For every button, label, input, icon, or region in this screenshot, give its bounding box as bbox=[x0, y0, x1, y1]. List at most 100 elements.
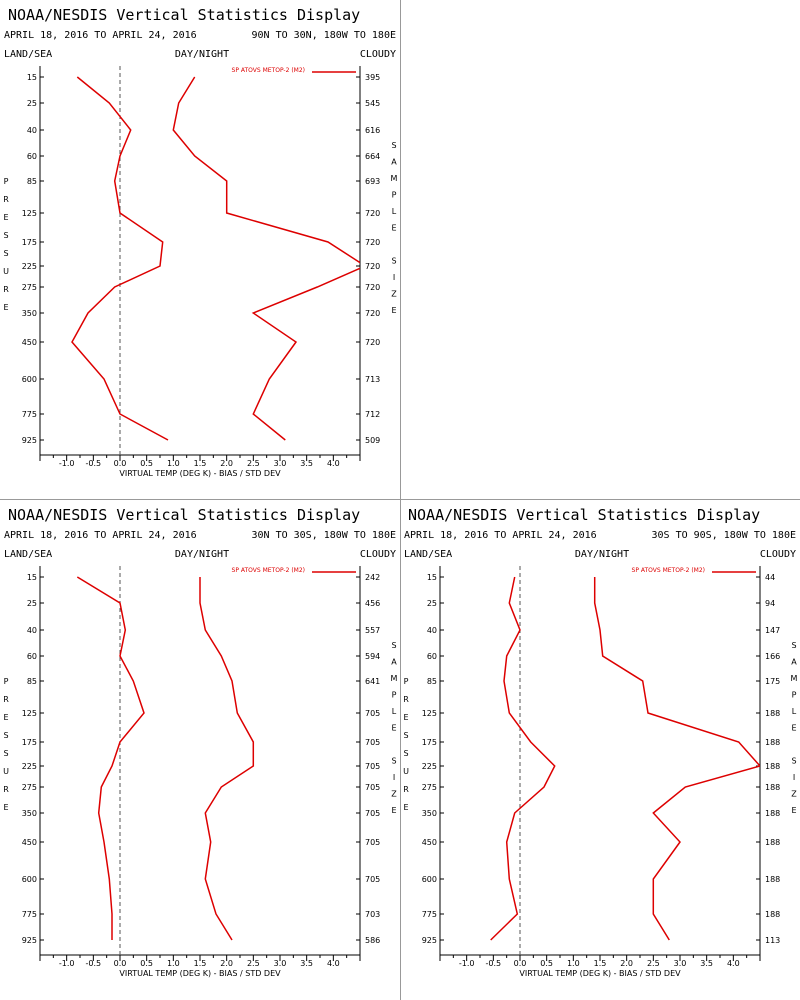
x-tick-label: 4.0 bbox=[727, 959, 740, 968]
pressure-axis-letter: R bbox=[3, 695, 9, 704]
sample-size-axis-letter: S bbox=[391, 257, 396, 266]
pressure-level-label: 600 bbox=[422, 875, 437, 884]
sample-size-label: 188 bbox=[765, 709, 780, 718]
x-tick-label: 0.0 bbox=[514, 959, 527, 968]
sample-size-label: 720 bbox=[365, 283, 380, 292]
cloudy-label: CLOUDY bbox=[760, 549, 796, 560]
pressure-axis-letter: P bbox=[4, 677, 9, 686]
sample-size-label: 113 bbox=[765, 936, 780, 945]
pressure-axis-letter: R bbox=[3, 195, 9, 204]
pressure-level-label: 40 bbox=[427, 626, 437, 635]
cloudy-label: CLOUDY bbox=[360, 49, 396, 60]
pressure-axis-letter: U bbox=[3, 767, 9, 776]
pressure-level-label: 125 bbox=[22, 709, 37, 718]
pressure-level-label: 60 bbox=[427, 652, 437, 661]
sample-size-axis-letter: A bbox=[391, 658, 397, 667]
vertical-stats-chart: NOAA/NESDIS Vertical Statistics Display A… bbox=[3, 506, 398, 978]
pressure-level-label: 40 bbox=[27, 126, 37, 135]
x-tick-label: 0.5 bbox=[140, 959, 153, 968]
pressure-axis-letter: R bbox=[3, 785, 9, 794]
std-dev-series-line bbox=[199, 577, 255, 941]
sample-size-label: 720 bbox=[365, 209, 380, 218]
sample-size-label: 705 bbox=[365, 875, 380, 884]
x-axis-title: VIRTUAL TEMP (DEG K) - BIAS / STD DEV bbox=[119, 969, 281, 978]
day-night-label: DAY/NIGHT bbox=[175, 549, 229, 560]
x-tick-label: 0.5 bbox=[140, 459, 153, 468]
sample-size-axis-letter: M bbox=[391, 674, 398, 683]
sample-size-label: 188 bbox=[765, 875, 780, 884]
chart-panel-north: NOAA/NESDIS Vertical Statistics Display A… bbox=[0, 0, 400, 500]
horizontal-divider bbox=[0, 499, 800, 500]
x-tick-label: 4.0 bbox=[327, 459, 340, 468]
sample-size-axis-letter: P bbox=[392, 191, 397, 200]
chart-panel-south: NOAA/NESDIS Vertical Statistics Display A… bbox=[400, 500, 800, 1000]
pressure-level-label: 225 bbox=[22, 262, 37, 271]
sample-size-label: 616 bbox=[365, 126, 380, 135]
pressure-axis-letter: E bbox=[3, 713, 8, 722]
pressure-level-label: 175 bbox=[22, 238, 37, 247]
region-label: 30S TO 90S, 180W TO 180E bbox=[652, 530, 797, 541]
pressure-level-label: 15 bbox=[27, 73, 37, 82]
std-dev-series-line bbox=[172, 76, 360, 441]
pressure-axis-letter: S bbox=[403, 731, 408, 740]
bias-series-line bbox=[71, 76, 169, 441]
x-tick-label: 1.0 bbox=[167, 959, 180, 968]
sample-size-label: 557 bbox=[365, 626, 380, 635]
sample-size-axis-letter: E bbox=[391, 306, 396, 315]
sample-size-axis-letter: Z bbox=[791, 790, 797, 799]
sample-size-axis-letter: S bbox=[791, 641, 796, 650]
pressure-axis-letter: S bbox=[3, 731, 8, 740]
sample-size-label: 664 bbox=[365, 152, 380, 161]
x-tick-label: 1.0 bbox=[567, 959, 580, 968]
sample-size-label: 712 bbox=[365, 410, 380, 419]
chart-title: NOAA/NESDIS Vertical Statistics Display bbox=[8, 506, 360, 524]
x-tick-label: -0.5 bbox=[486, 959, 502, 968]
sample-size-axis-letter: E bbox=[391, 224, 396, 233]
sample-size-label: 188 bbox=[765, 910, 780, 919]
pressure-level-label: 275 bbox=[22, 783, 37, 792]
bias-series-line bbox=[490, 576, 556, 941]
x-tick-label: -0.5 bbox=[86, 959, 102, 968]
pressure-level-label: 25 bbox=[27, 599, 37, 608]
land-sea-label: LAND/SEA bbox=[404, 549, 452, 560]
legend-label: SP ATOVS METOP-2 (M2) bbox=[632, 567, 705, 574]
vertical-divider bbox=[400, 0, 401, 1000]
sample-size-label: 720 bbox=[365, 238, 380, 247]
sample-size-label: 594 bbox=[365, 652, 380, 661]
sample-size-axis-letter: S bbox=[391, 141, 396, 150]
bias-series-line bbox=[76, 576, 145, 940]
sample-size-label: 188 bbox=[765, 809, 780, 818]
sample-size-label: 693 bbox=[365, 177, 380, 186]
sample-size-axis-letter: E bbox=[391, 724, 396, 733]
sample-size-label: 94 bbox=[765, 599, 775, 608]
pressure-axis-letter: R bbox=[3, 285, 9, 294]
pressure-level-label: 925 bbox=[22, 936, 37, 945]
legend-label: SP ATOVS METOP-2 (M2) bbox=[232, 567, 305, 574]
pressure-axis-letter: E bbox=[3, 303, 8, 312]
pressure-axis-letter: E bbox=[3, 803, 8, 812]
date-range: APRIL 18, 2016 TO APRIL 24, 2016 bbox=[4, 530, 197, 541]
sample-size-label: 641 bbox=[365, 677, 380, 686]
sample-size-label: 703 bbox=[365, 910, 380, 919]
pressure-level-label: 125 bbox=[422, 709, 437, 718]
pressure-level-label: 85 bbox=[27, 177, 37, 186]
sample-size-label: 720 bbox=[365, 309, 380, 318]
pressure-level-label: 450 bbox=[22, 338, 37, 347]
sample-size-label: 705 bbox=[365, 783, 380, 792]
sample-size-axis-letter: S bbox=[791, 757, 796, 766]
pressure-level-label: 25 bbox=[27, 99, 37, 108]
sample-size-axis-letter: I bbox=[793, 773, 795, 782]
pressure-axis-letter: U bbox=[403, 767, 409, 776]
x-tick-label: -1.0 bbox=[59, 459, 75, 468]
x-tick-label: 1.5 bbox=[194, 459, 207, 468]
pressure-level-label: 350 bbox=[22, 809, 37, 818]
x-tick-label: 2.0 bbox=[220, 459, 233, 468]
vertical-stats-chart: NOAA/NESDIS Vertical Statistics Display A… bbox=[3, 6, 397, 478]
pressure-level-label: 15 bbox=[27, 573, 37, 582]
sample-size-label: 175 bbox=[765, 677, 780, 686]
vertical-stats-chart: NOAA/NESDIS Vertical Statistics Display A… bbox=[403, 506, 797, 978]
x-tick-label: 3.5 bbox=[700, 959, 713, 968]
x-tick-label: 3.5 bbox=[300, 459, 313, 468]
pressure-level-label: 925 bbox=[22, 436, 37, 445]
chart-panel-tropics: NOAA/NESDIS Vertical Statistics Display A… bbox=[0, 500, 400, 1000]
